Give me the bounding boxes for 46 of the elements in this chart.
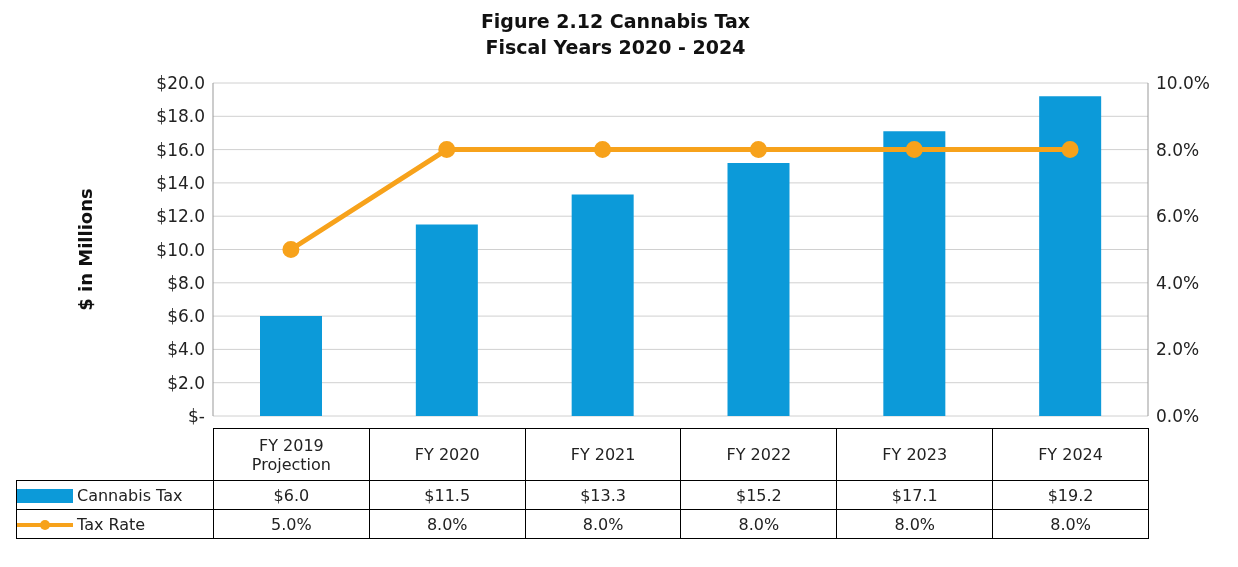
chart-title: Figure 2.12 Cannabis Tax: [479, 9, 752, 34]
y2-tick-label: 0.0%: [1156, 406, 1200, 427]
data-label: $11.5: [369, 480, 526, 510]
x-tick-label: FY 2022: [725, 445, 793, 464]
y-axis-title: $ in Millions: [75, 188, 97, 311]
legend-label: Tax Rate: [16, 509, 214, 539]
data-label: $19.2: [992, 480, 1149, 510]
y-tick-label: $6.0: [167, 306, 205, 327]
bar: [727, 162, 790, 416]
data-label: 8.0%: [836, 509, 993, 539]
x-tick-label: FY 2019 Projection: [250, 435, 332, 474]
bar: [883, 131, 946, 416]
y2-tick-label: 4.0%: [1156, 272, 1200, 293]
bar: [1039, 96, 1102, 416]
data-label: 8.0%: [680, 509, 837, 539]
y2-tick-label: 10.0%: [1156, 73, 1211, 94]
x-tick-label: FY 2021: [569, 445, 637, 464]
bar: [260, 316, 322, 416]
chart-subtitle: Fiscal Years 2020 - 2024: [484, 35, 747, 60]
data-label: 8.0%: [992, 509, 1149, 539]
y-tick-label: $16.0: [156, 139, 205, 160]
y-tick-label: $8.0: [167, 272, 205, 293]
legend-label: Cannabis Tax: [16, 480, 214, 510]
y2-tick-label: 2.0%: [1156, 339, 1200, 360]
y2-tick-label: 6.0%: [1156, 206, 1200, 227]
x-tick-label: FY 2023: [881, 445, 949, 464]
bar: [415, 224, 478, 416]
data-label: $17.1: [836, 480, 993, 510]
y-tick-label: $12.0: [156, 206, 205, 227]
data-label: $6.0: [213, 480, 370, 510]
x-tick-label: FY 2024: [1037, 445, 1104, 464]
data-label: 8.0%: [369, 509, 526, 539]
data-label: $13.3: [525, 480, 681, 510]
y-tick-label: $-: [188, 406, 205, 427]
data-label: 5.0%: [213, 509, 370, 539]
data-label: 8.0%: [525, 509, 681, 539]
y-tick-label: $4.0: [167, 339, 205, 360]
y-tick-label: $2.0: [167, 372, 205, 393]
x-tick-label: FY 2020: [413, 445, 481, 464]
y-tick-label: $10.0: [156, 239, 205, 260]
data-label: $15.2: [680, 480, 837, 510]
y-tick-label: $20.0: [156, 73, 205, 94]
y-tick-label: $14.0: [156, 172, 205, 193]
y-tick-label: $18.0: [156, 106, 205, 127]
y2-tick-label: 8.0%: [1156, 139, 1200, 160]
bar: [571, 194, 634, 416]
